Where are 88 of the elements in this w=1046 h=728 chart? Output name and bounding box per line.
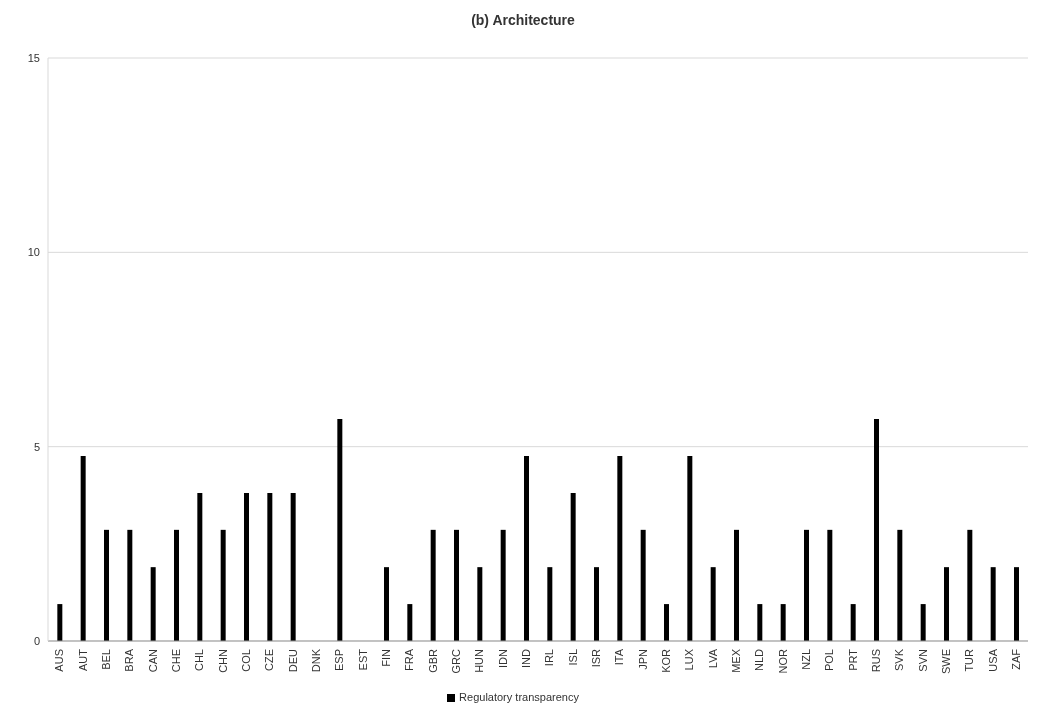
bar [850, 604, 856, 641]
x-tick-label: CZE [263, 649, 276, 671]
x-tick-label: USA [986, 648, 999, 672]
bar [57, 604, 63, 641]
bar [570, 492, 576, 641]
x-tick-label: FIN [380, 648, 393, 667]
bar [757, 604, 763, 641]
bar [617, 455, 623, 641]
bar [197, 492, 203, 641]
x-tick-label: LVA [706, 648, 719, 669]
y-tick-label: 15 [27, 51, 40, 64]
x-tick-label: HUN [473, 648, 486, 673]
bar [407, 604, 413, 641]
bar [664, 604, 669, 641]
x-tick-label: GBR [426, 648, 439, 673]
bar [244, 492, 249, 641]
y-tick-label: 0 [33, 634, 40, 647]
x-tick-label: EST [356, 648, 369, 671]
x-tick-label: MEX [730, 648, 743, 673]
x-tick-label: KOR [660, 648, 673, 673]
x-tick-label: CHL [193, 649, 206, 672]
x-tick-label: PRT [846, 648, 859, 671]
x-tick-label: ZAF [1010, 648, 1023, 670]
bar [897, 529, 903, 641]
bar [710, 567, 716, 641]
x-tick-label: IND [520, 648, 533, 668]
x-tick-label: JPN [636, 648, 649, 670]
bar [827, 529, 833, 641]
x-tick-label: POL [823, 649, 836, 672]
x-tick-label: AUS [53, 649, 66, 672]
bar [454, 529, 459, 641]
bar [337, 419, 343, 641]
x-tick-label: FRA [403, 648, 416, 671]
bar [874, 419, 879, 641]
bar [594, 567, 599, 641]
x-tick-label: NLD [753, 648, 766, 672]
bar [547, 567, 553, 641]
y-tick-label: 5 [33, 440, 40, 453]
bar [477, 567, 483, 641]
x-tick-label: NOR [776, 648, 789, 674]
bar [290, 492, 296, 641]
x-tick-label: IRL [543, 649, 556, 667]
x-tick-label: CHN [216, 648, 229, 673]
x-tick-label: ITA [613, 648, 626, 666]
bar [80, 455, 86, 641]
bar [640, 529, 646, 641]
x-tick-label: BEL [100, 649, 113, 670]
bar [384, 567, 389, 641]
bar [220, 529, 226, 641]
x-tick-label: GRC [450, 648, 463, 674]
x-tick-label: NZL [800, 649, 813, 670]
bar [430, 529, 436, 641]
bar [174, 529, 179, 641]
x-tick-label: AUT [76, 648, 89, 671]
x-tick-label: ISL [566, 649, 579, 666]
bar [524, 455, 529, 641]
x-tick-label: CAN [146, 648, 159, 673]
bar [150, 567, 156, 641]
bar [780, 604, 786, 641]
x-tick-label: LUX [683, 648, 696, 671]
bar [990, 567, 996, 641]
x-tick-label: ESP [333, 649, 346, 672]
bar [127, 529, 133, 641]
bar [967, 529, 973, 641]
bar [804, 529, 809, 641]
bar [500, 529, 506, 641]
x-tick-label: ISR [590, 648, 603, 668]
bar [687, 455, 693, 641]
bar [267, 492, 273, 641]
x-tick-label: COL [240, 649, 253, 672]
x-tick-label: IDN [496, 648, 509, 668]
x-tick-label: DNK [310, 648, 323, 673]
x-tick-label: SWE [940, 649, 953, 675]
bar [944, 567, 949, 641]
chart-title: (b) Architecture [470, 12, 576, 28]
x-tick-label: TUR [963, 648, 976, 672]
bar [920, 604, 926, 641]
x-tick-label: SVN [916, 648, 929, 672]
x-tick-label: BRA [123, 648, 136, 672]
x-tick-label: CHE [170, 649, 183, 673]
bar [104, 529, 109, 641]
x-tick-label: DEU [286, 648, 299, 673]
legend-label: Regulatory transparency [459, 691, 579, 703]
x-tick-label: SVK [893, 648, 906, 672]
x-tick-label: RUS [870, 649, 883, 673]
y-tick-label: 10 [27, 246, 40, 259]
bar [1014, 567, 1019, 641]
bar [734, 529, 739, 641]
